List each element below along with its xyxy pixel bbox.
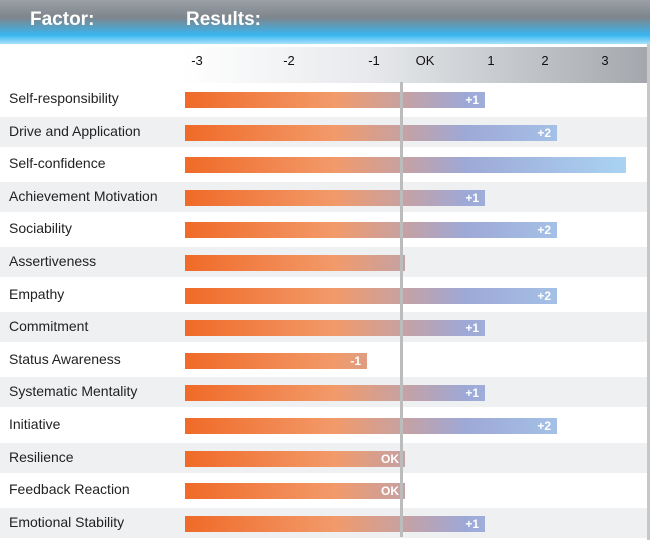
scale-tick: 3	[601, 53, 609, 68]
factor-label: Achievement Motivation	[9, 187, 158, 204]
bar-value-label: +1	[465, 190, 479, 205]
scale-tick: 2	[541, 53, 549, 68]
factor-title: Factor:	[30, 9, 95, 30]
result-bar	[185, 157, 626, 174]
results-title: Results:	[186, 9, 261, 30]
factor-label: Systematic Mentality	[9, 383, 138, 400]
factor-label: Resilience	[9, 448, 74, 465]
bar-value-label: +2	[537, 223, 551, 238]
factor-label: Self-confidence	[9, 155, 106, 172]
bar-value-label: -1	[350, 353, 361, 368]
header-bar: Factor: Results:	[0, 0, 650, 44]
bar-value-label: +1	[465, 93, 479, 107]
result-bar: -1	[185, 352, 367, 369]
bar-value-label: +2	[537, 288, 551, 303]
scale-tick: 1	[487, 53, 495, 68]
factor-label: Feedback Reaction	[9, 481, 130, 498]
result-bar: +1	[185, 320, 485, 337]
result-bar: +1	[185, 385, 485, 402]
bar-value-label: OK	[381, 451, 399, 466]
factor-label: Sociability	[9, 220, 73, 237]
factor-label: Commitment	[9, 318, 89, 335]
factor-label: Status Awareness	[9, 350, 121, 367]
result-bar: +2	[185, 287, 557, 304]
result-bar: +1	[185, 189, 485, 206]
right-edge	[647, 44, 650, 540]
scale-tick: -2	[283, 53, 295, 68]
result-bar	[185, 255, 405, 271]
scale-tick: -1	[368, 53, 380, 68]
bar-value-label: +1	[465, 386, 479, 401]
factor-label: Empathy	[9, 285, 65, 302]
result-bar: OK	[185, 450, 405, 467]
factor-label: Drive and Application	[9, 122, 141, 139]
result-bar: +1	[185, 515, 485, 532]
result-bar: +2	[185, 418, 557, 434]
ok-reference-line	[400, 82, 403, 537]
factor-label: Self-responsibility	[9, 90, 119, 106]
bar-value-label: +1	[465, 516, 479, 531]
bar-value-label: +2	[537, 419, 551, 433]
factor-label: Emotional Stability	[9, 513, 125, 530]
result-bar: +2	[185, 222, 557, 239]
bar-value-label: OK	[381, 484, 399, 499]
result-bar: OK	[185, 483, 405, 500]
factor-label: Assertiveness	[9, 253, 97, 269]
bar-value-label: +1	[465, 321, 479, 336]
result-bar: +1	[185, 92, 485, 108]
scale-tick: -3	[191, 53, 203, 68]
scale-tick: OK	[415, 53, 435, 68]
result-bar: +2	[185, 124, 557, 141]
bar-value-label: +2	[537, 125, 551, 140]
scale-band	[183, 47, 650, 83]
factor-label: Initiative	[9, 416, 61, 432]
